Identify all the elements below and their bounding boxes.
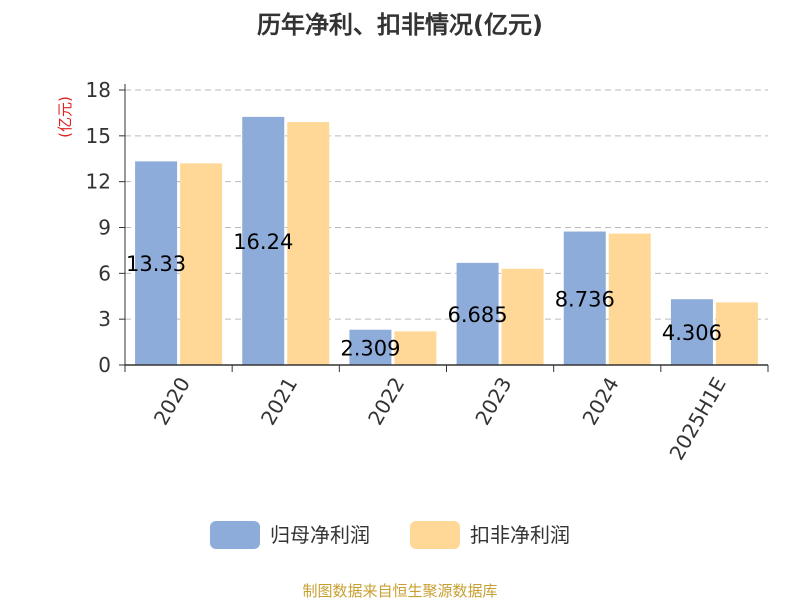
x-tick-label: 2022 — [363, 373, 409, 429]
y-tick-label: 6 — [98, 261, 111, 285]
legend: 归母净利润 扣非净利润 — [210, 521, 570, 549]
legend-label: 归母净利润 — [270, 523, 370, 547]
bar-net-profit — [135, 161, 178, 365]
bar-net-profit — [670, 299, 713, 365]
legend-swatch — [210, 521, 260, 549]
y-tick-label: 0 — [98, 353, 111, 377]
chart-title: 历年净利、扣非情况(亿元) — [257, 11, 543, 39]
bar-deducted-profit — [180, 163, 223, 365]
x-tick-label: 2021 — [256, 373, 302, 429]
grid-lines — [125, 89, 768, 320]
x-tick-label: 2023 — [470, 373, 516, 429]
bar-deducted-profit — [287, 122, 330, 365]
y-tick-label: 3 — [98, 307, 111, 331]
data-label: 13.33 — [126, 252, 186, 276]
x-tick-label: 2020 — [149, 373, 195, 429]
legend-label: 扣非净利润 — [470, 523, 570, 547]
legend-swatch — [410, 521, 460, 549]
bar-deducted-profit — [715, 302, 758, 365]
y-tick-label: 12 — [86, 170, 111, 194]
bar-net-profit — [456, 262, 499, 365]
bar-net-profit — [242, 116, 285, 365]
bars — [135, 116, 758, 365]
y-tick-label: 15 — [86, 124, 111, 148]
source-note: 制图数据来自恒生聚源数据库 — [302, 582, 497, 600]
x-tick-label: 2025H1E — [664, 373, 730, 464]
bar-deducted-profit — [501, 268, 544, 365]
data-label: 2.309 — [340, 336, 400, 360]
bar-deducted-profit — [608, 233, 651, 365]
bar-deducted-profit — [394, 331, 437, 365]
x-tick-label: 2024 — [577, 373, 623, 429]
bar-net-profit — [349, 329, 392, 365]
y-tick-label: 18 — [86, 78, 111, 102]
data-labels: 13.33 16.24 2.309 6.685 8.736 4.306 — [126, 230, 722, 360]
data-label: 16.24 — [233, 230, 293, 254]
bar-net-profit — [563, 231, 606, 365]
data-label: 6.685 — [448, 303, 508, 327]
y-tick-label: 9 — [98, 216, 111, 240]
data-label: 8.736 — [555, 287, 615, 311]
y-axis-label: (亿元) — [56, 96, 74, 138]
data-label: 4.306 — [662, 321, 722, 345]
